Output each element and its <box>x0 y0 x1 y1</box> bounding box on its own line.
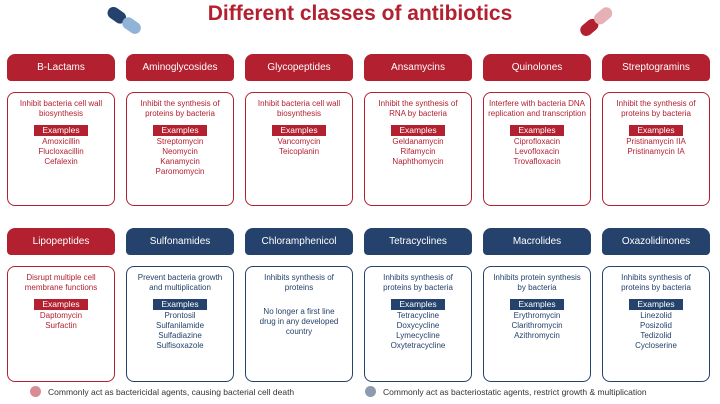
legend-dot <box>365 386 376 397</box>
mechanism: Inhibits protein synthesis by bacteria <box>493 273 581 292</box>
examples-label: Examples <box>629 125 683 136</box>
mechanism: Inhibit bacteria cell wall biosynthesis <box>19 99 103 118</box>
example: Paromomycin <box>155 167 205 176</box>
example: Trovafloxacin <box>513 157 561 166</box>
examples-label: Examples <box>272 125 326 136</box>
mechanism: Inhibit bacteria cell wall biosynthesis <box>257 99 341 118</box>
class-name: Tetracyclines <box>364 228 472 255</box>
class-card: Inhibit bacteria cell wall biosynthesis E… <box>245 92 353 206</box>
example: Naphthomycin <box>392 157 444 166</box>
mechanism: Inhibit the synthesis of proteins by bac… <box>616 99 696 118</box>
example: Cefalexin <box>44 157 78 166</box>
examples-label: Examples <box>510 299 564 310</box>
examples-label: Examples <box>510 125 564 136</box>
example: Tedizolid <box>640 331 672 340</box>
class-name: Quinolones <box>483 54 591 81</box>
class-card: Inhibits synthesis of proteins by bacter… <box>602 266 710 382</box>
mechanism: Disrupt multiple cell membrane functions <box>24 273 98 292</box>
examples-label: Examples <box>153 299 207 310</box>
legend-dot <box>30 386 41 397</box>
example: Amoxicillin <box>42 137 80 146</box>
class-name: Glycopeptides <box>245 54 353 81</box>
note: No longer a first line drug in any devel… <box>259 307 339 336</box>
example: Sulfadiazine <box>158 331 202 340</box>
class-card: Inhibits synthesis of proteins No longer … <box>245 266 353 382</box>
examples-label: Examples <box>391 299 445 310</box>
example: Daptomycin <box>39 311 83 320</box>
legend-label: Commonly act as bactericidal agents, cau… <box>48 386 295 397</box>
mechanism: Inhibits synthesis of proteins by bacter… <box>383 273 453 292</box>
class-card: Inhibit the synthesis of proteins by bac… <box>602 92 710 206</box>
example: Vancomycin <box>277 137 321 146</box>
example: Cycloserine <box>635 341 677 350</box>
class-name: Lipopeptides <box>7 228 115 255</box>
example: Clarithromycin <box>511 321 563 330</box>
class-name: Streptogramins <box>602 54 710 81</box>
class-name: Ansamycins <box>364 54 472 81</box>
example: Kanamycin <box>160 157 200 166</box>
class-name: Oxazolidinones <box>602 228 710 255</box>
pill-icon <box>580 7 613 36</box>
example: Geldanamycin <box>392 137 444 146</box>
example: Rifamycin <box>400 147 436 156</box>
example: Prontosil <box>164 311 196 320</box>
legend-item: Commonly act as bacteriostatic agents, r… <box>365 386 647 397</box>
title: Different classes of antibiotics <box>207 2 513 25</box>
example: Streptomycin <box>156 137 204 146</box>
legend-item: Commonly act as bactericidal agents, cau… <box>30 386 294 397</box>
mechanism: Prevent bacteria growth and multiplicati… <box>137 273 223 292</box>
class-name: Macrolides <box>483 228 591 255</box>
examples-label: Examples <box>153 125 207 136</box>
example: Posizolid <box>639 321 672 330</box>
class-card: Disrupt multiple cell membrane functions… <box>7 266 115 382</box>
example: Neomycin <box>162 147 198 156</box>
examples-label: Examples <box>391 125 445 136</box>
example: Sulfisoxazole <box>156 341 204 350</box>
example: Pristinamycin IA <box>627 147 685 156</box>
example: Sulfanilamide <box>155 321 205 330</box>
mechanism: Inhibit the synthesis of RNA by bacteria <box>378 99 458 118</box>
example: Linezolid <box>640 311 672 320</box>
example: Surfactin <box>45 321 77 330</box>
class-card: Interfere with bacteria DNA replication … <box>483 92 591 206</box>
class-card: Prevent bacteria growth and multiplicati… <box>126 266 234 382</box>
class-card: Inhibits protein synthesis by bacteria Ex… <box>483 266 591 382</box>
example: Levofloxacin <box>514 147 560 156</box>
examples-label: Examples <box>34 125 88 136</box>
class-name: Sulfonamides <box>126 228 234 255</box>
class-card: Inhibit bacteria cell wall biosynthesis E… <box>7 92 115 206</box>
mechanism: Inhibits synthesis of proteins <box>264 273 334 292</box>
class-card: Inhibit the synthesis of RNA by bacteria… <box>364 92 472 206</box>
example: Pristinamycin IIA <box>626 137 686 146</box>
example: Flucloxacillin <box>38 147 84 156</box>
class-card: Inhibits synthesis of proteins by bacter… <box>364 266 472 382</box>
example: Doxycycline <box>396 321 440 330</box>
mechanism: Interfere with bacteria DNA replication … <box>488 99 586 118</box>
example: Lymecycline <box>396 331 440 340</box>
example: Azithromycin <box>514 331 560 340</box>
legend-label: Commonly act as bacteriostatic agents, r… <box>383 386 647 397</box>
class-name: Aminoglycosides <box>126 54 234 81</box>
class-card: Inhibit the synthesis of proteins by bac… <box>126 92 234 206</box>
example: Oxytetracycline <box>390 341 446 350</box>
class-name: B-Lactams <box>7 54 115 81</box>
examples-label: Examples <box>629 299 683 310</box>
example: Teicoplanin <box>278 147 320 156</box>
example: Ciprofloxacin <box>513 137 561 146</box>
class-name: Chloramphenicol <box>245 228 353 255</box>
mechanism: Inhibits synthesis of proteins by bacter… <box>621 273 691 292</box>
pill-icon <box>107 6 141 34</box>
example: Erythromycin <box>513 311 561 320</box>
examples-label: Examples <box>34 299 88 310</box>
example: Tetracycline <box>396 311 440 320</box>
mechanism: Inhibit the synthesis of proteins by bac… <box>140 99 220 118</box>
